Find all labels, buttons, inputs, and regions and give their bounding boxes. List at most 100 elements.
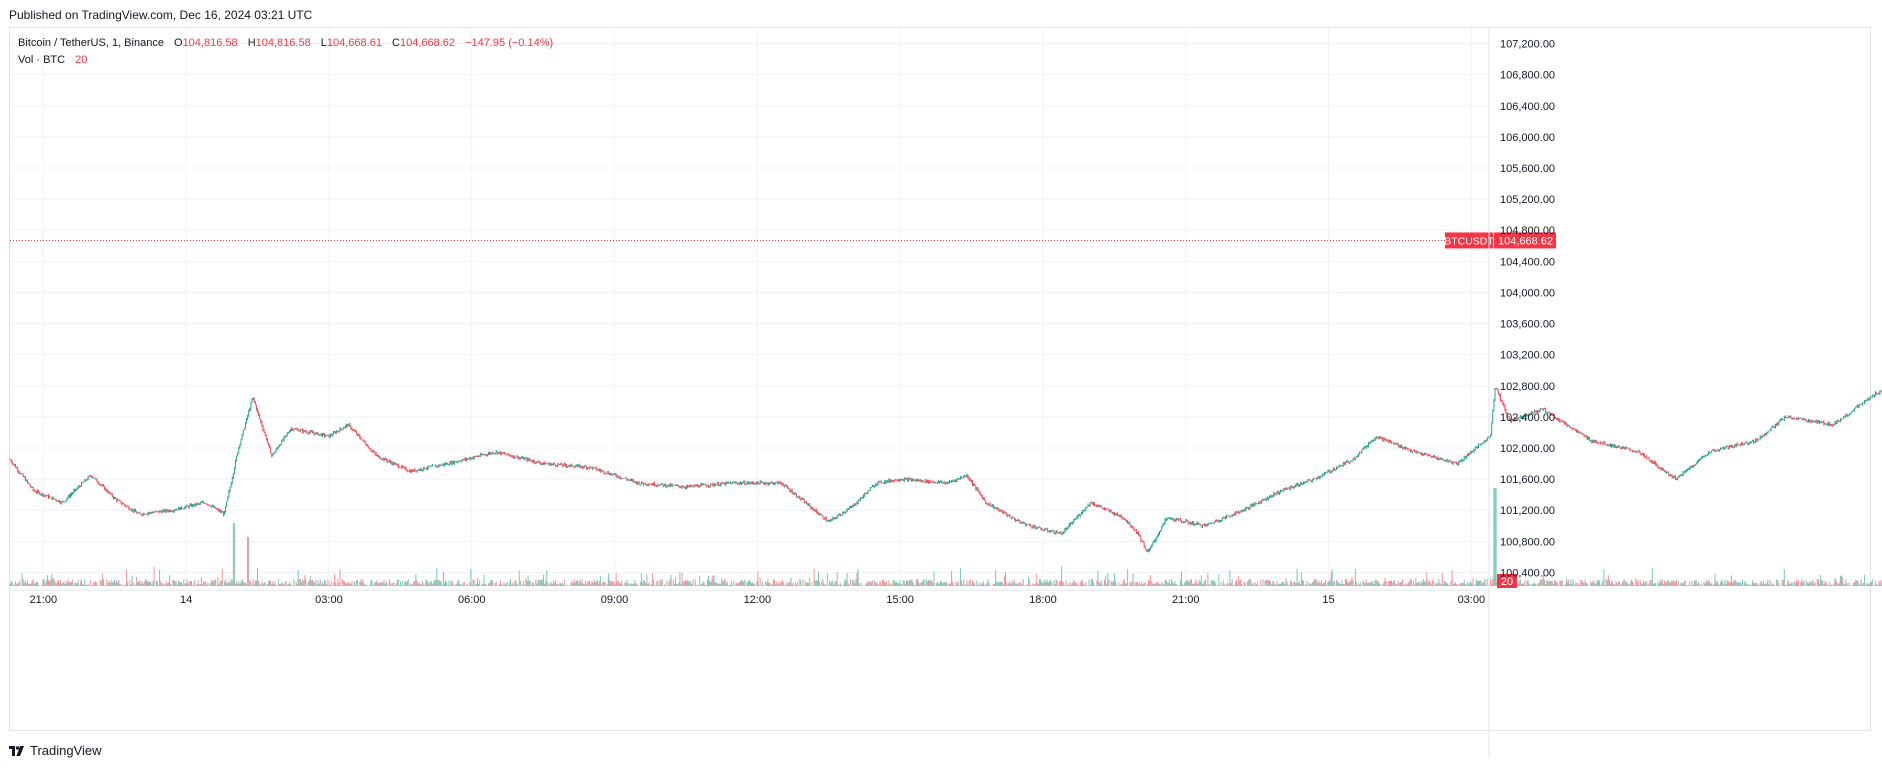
- volume-bar: [1208, 583, 1210, 586]
- x-tick-label: 21:00: [30, 594, 58, 606]
- volume-bar: [1370, 581, 1372, 586]
- volume-bar: [837, 584, 839, 586]
- volume-bar: [1435, 583, 1437, 586]
- chart-frame[interactable]: [9, 27, 1871, 731]
- volume-bar: [959, 567, 961, 586]
- volume-bar: [829, 580, 830, 586]
- volume-bar: [1276, 581, 1278, 586]
- volume-bar: [138, 581, 140, 586]
- volume-bar: [749, 581, 751, 586]
- volume-bar: [229, 583, 231, 586]
- volume-bar: [1627, 583, 1629, 586]
- volume-bar: [918, 581, 920, 586]
- volume-bar: [243, 582, 245, 586]
- volume-bar: [51, 574, 53, 586]
- volume-bar: [1056, 581, 1058, 586]
- volume-bar: [625, 583, 627, 586]
- volume-bar: [852, 580, 854, 586]
- volume-bar: [1295, 583, 1297, 586]
- volume-bar: [103, 579, 104, 586]
- volume-bar: [1633, 584, 1635, 586]
- volume-bar: [323, 584, 324, 586]
- volume-bar: [1643, 580, 1644, 586]
- volume-bar: [939, 583, 940, 586]
- volume-bar: [1184, 582, 1186, 586]
- volume-bar: [827, 585, 829, 586]
- volume-bar: [1703, 582, 1705, 586]
- volume-bar: [705, 584, 707, 586]
- volume-bar: [263, 582, 265, 586]
- volume-bar: [1639, 579, 1641, 586]
- volume-bar: [1233, 584, 1235, 586]
- volume-bar: [308, 579, 310, 586]
- volume-bar: [628, 583, 630, 586]
- volume-bar: [935, 583, 937, 586]
- volume-bar: [532, 581, 533, 586]
- volume-bar: [440, 581, 442, 586]
- volume-bar: [81, 579, 82, 586]
- volume-bar: [610, 581, 612, 586]
- volume-bar: [1834, 578, 1836, 586]
- volume-bar: [1484, 579, 1486, 586]
- volume-bar: [379, 582, 381, 586]
- volume-bar: [363, 583, 365, 586]
- volume-bar: [1001, 581, 1003, 586]
- volume-bar: [15, 581, 16, 586]
- volume-bar: [286, 584, 288, 586]
- volume-bar: [611, 580, 613, 586]
- volume-bar: [1677, 584, 1679, 586]
- volume-bar: [1066, 585, 1068, 586]
- volume-bar: [1427, 582, 1429, 586]
- volume-bar: [1262, 579, 1264, 586]
- volume-bar: [230, 579, 232, 586]
- volume-bar: [579, 579, 581, 586]
- volume-bar: [63, 581, 65, 586]
- volume-bar: [1580, 580, 1582, 586]
- volume-bar: [1142, 583, 1144, 586]
- volume-bar: [338, 582, 340, 586]
- volume-bar: [106, 579, 108, 586]
- volume-bar: [1074, 581, 1076, 586]
- volume-bar: [1567, 581, 1569, 586]
- volume-bar: [1671, 581, 1673, 586]
- volume-bar: [545, 581, 547, 586]
- volume-bar: [1027, 585, 1028, 586]
- volume-bar: [753, 583, 755, 586]
- volume-bar: [142, 583, 144, 586]
- volume-bar: [1542, 574, 1544, 586]
- volume-bar: [1394, 581, 1396, 586]
- volume-bar: [422, 581, 423, 586]
- volume-bar: [633, 583, 635, 586]
- volume-bar: [746, 582, 748, 586]
- volume-bar: [661, 579, 663, 586]
- volume-bar: [1839, 575, 1841, 586]
- volume-bar: [1263, 585, 1265, 586]
- volume-bar: [1200, 575, 1202, 586]
- symbol-description[interactable]: Bitcoin / TetherUS, 1, Binance: [18, 37, 164, 49]
- volume-bar: [1806, 582, 1808, 586]
- volume-bar: [782, 581, 784, 586]
- volume-bar: [27, 580, 29, 586]
- volume-bar: [636, 583, 638, 586]
- volume-bar: [690, 581, 692, 586]
- y-tick-label: 105,200.00: [1500, 194, 1555, 206]
- volume-bar: [699, 575, 701, 586]
- volume-bar: [745, 585, 747, 586]
- volume-bar: [1541, 579, 1543, 586]
- volume-bar: [107, 583, 109, 586]
- volume-bar: [646, 574, 648, 586]
- volume-bar: [1637, 579, 1639, 586]
- volume-bar: [41, 584, 43, 586]
- volume-bar: [547, 582, 549, 586]
- volume-bar: [677, 584, 679, 586]
- volume-bar: [1265, 579, 1267, 586]
- volume-bar: [1157, 582, 1159, 586]
- volume-bar: [856, 572, 858, 586]
- volume-bar: [1865, 584, 1867, 586]
- volume-bar: [1340, 584, 1342, 586]
- volume-bar: [672, 579, 674, 586]
- volume-bar: [659, 579, 661, 586]
- volume-bar: [1771, 582, 1773, 586]
- volume-bar: [319, 579, 321, 586]
